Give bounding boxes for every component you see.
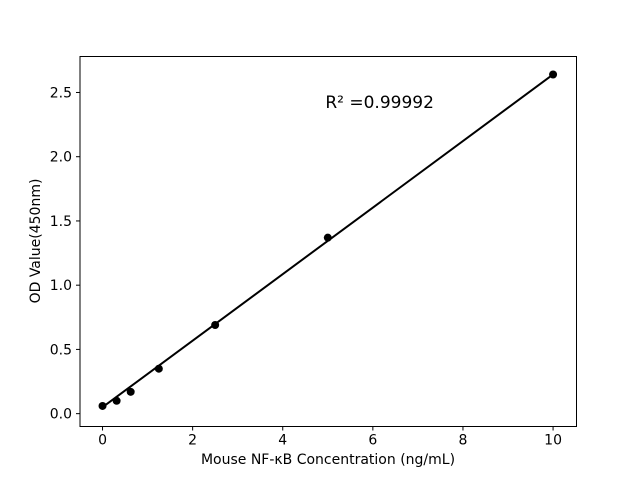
x-tick-label: 8	[459, 433, 468, 449]
x-tick-label: 2	[188, 433, 197, 449]
x-axis-label: Mouse NF-κB Concentration (ng/mL)	[200, 452, 456, 468]
x-tick-label: 4	[278, 433, 287, 449]
y-tick-label: 2.5	[50, 85, 72, 101]
r-squared-annotation: R² =0.99992	[325, 92, 434, 113]
y-tick-label: 1.5	[50, 214, 72, 230]
y-tick-label: 1.0	[50, 278, 72, 294]
x-tick-label: 10	[544, 433, 562, 449]
y-axis-label: OD Value(450nm)	[28, 178, 44, 304]
data-point	[98, 401, 107, 410]
y-tick-label: 0.0	[50, 407, 72, 423]
plot-border	[79, 56, 577, 427]
x-tick-label: 6	[368, 433, 377, 449]
data-point	[323, 233, 332, 242]
data-point	[549, 70, 558, 79]
data-point	[126, 387, 135, 396]
x-tick-label: 0	[98, 433, 107, 449]
data-point	[211, 321, 220, 330]
y-tick-label: 2.0	[50, 150, 72, 166]
data-point	[112, 396, 121, 405]
y-tick-label: 0.5	[50, 342, 72, 358]
data-point	[154, 364, 163, 373]
